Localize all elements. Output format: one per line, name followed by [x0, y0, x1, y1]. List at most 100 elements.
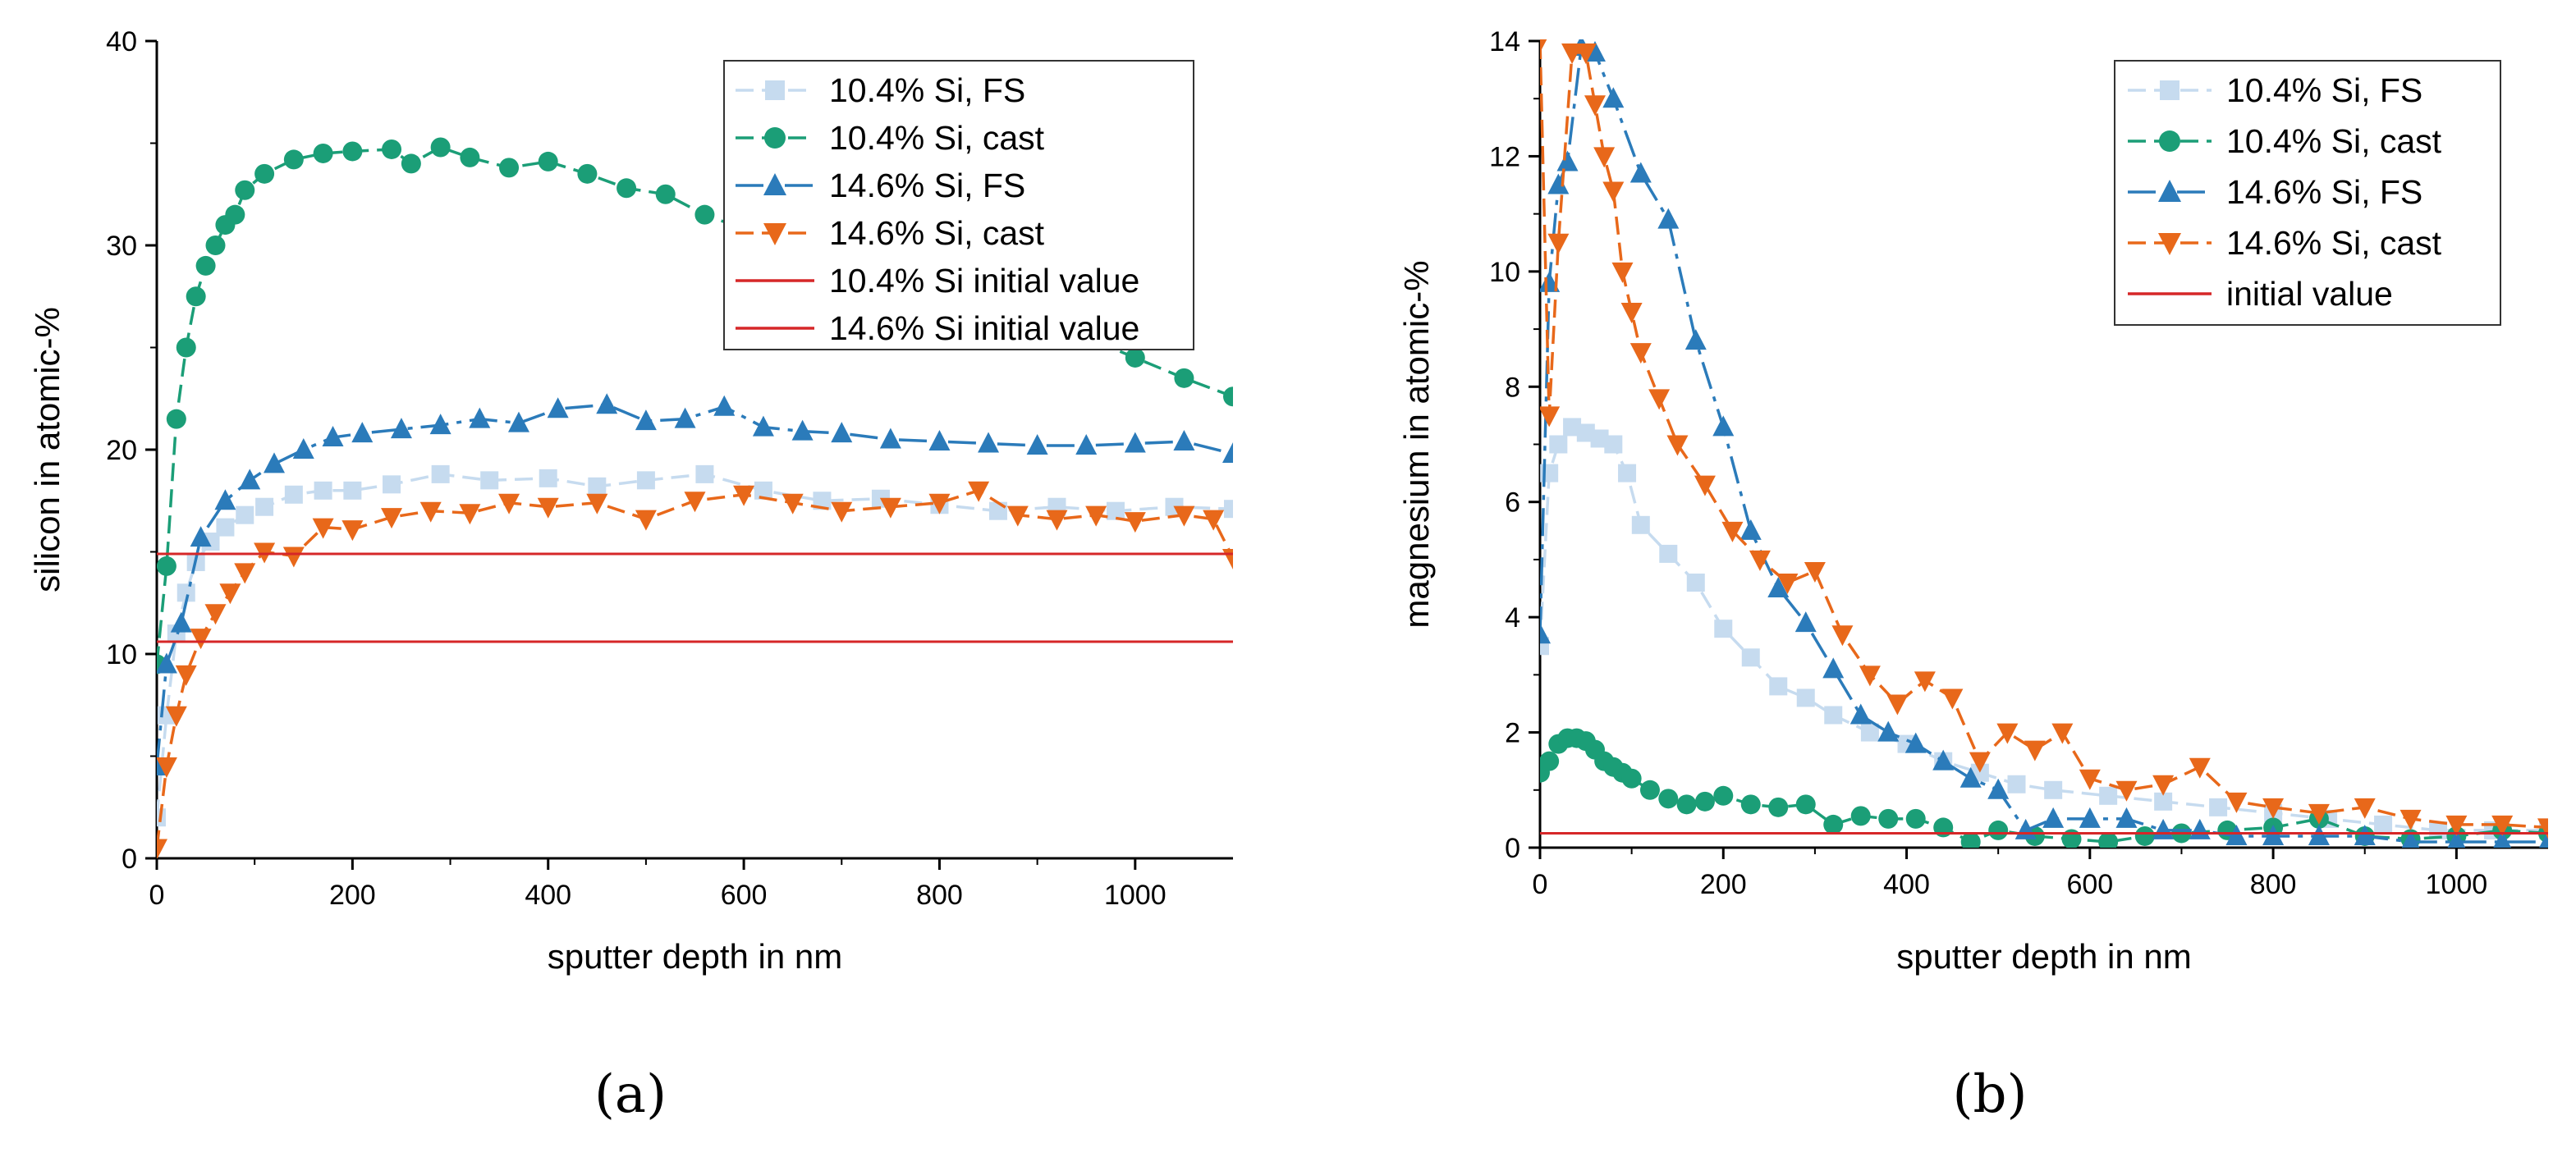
legend: 10.4% Si, FS 10.4% Si, cast 14.6% Si, FS 14…	[2114, 60, 2501, 326]
data-point	[2354, 824, 2376, 845]
data-point	[498, 493, 520, 514]
data-point	[343, 481, 362, 500]
data-point	[431, 464, 450, 483]
y-tick-label: 12	[1489, 141, 1520, 172]
data-point	[2099, 786, 2118, 805]
data-point	[1886, 694, 1909, 716]
data-point	[2225, 824, 2248, 845]
data-point	[1006, 505, 1029, 527]
x-tick-label: 800	[916, 880, 963, 911]
data-point	[1620, 303, 1643, 324]
data-point	[2400, 809, 2422, 830]
data-point	[1563, 418, 1582, 437]
data-point	[2429, 821, 2448, 839]
data-point	[2493, 830, 2512, 848]
data-point	[1540, 623, 1551, 644]
y-tick-label: 2	[1505, 718, 1520, 749]
data-point	[1629, 162, 1652, 183]
data-point	[170, 611, 192, 633]
data-point	[1960, 766, 1982, 788]
data-point	[166, 409, 186, 429]
legend-label: initial value	[2226, 275, 2393, 313]
data-point	[1796, 688, 1815, 707]
data-point	[2051, 723, 2074, 744]
data-point	[2007, 775, 2026, 793]
data-point	[1602, 87, 1625, 108]
data-point	[1540, 39, 1547, 53]
data-point	[2159, 130, 2180, 152]
data-point	[2209, 798, 2228, 816]
data-point	[507, 411, 529, 432]
data-point	[1694, 475, 1716, 496]
data-point	[2308, 803, 2330, 825]
data-point	[1713, 785, 1734, 806]
legend-label: 14.6% Si, FS	[2226, 173, 2422, 211]
series-1	[157, 464, 1233, 827]
data-point	[429, 414, 451, 435]
data-point	[1125, 347, 1145, 368]
data-point	[1712, 415, 1735, 437]
data-point	[195, 255, 216, 276]
data-point	[1658, 789, 1679, 809]
data-point	[1648, 389, 1671, 410]
panel-a-label: (a)	[594, 1064, 667, 1125]
x-axis-label: sputter depth in nm	[1896, 937, 2192, 976]
data-point	[616, 178, 637, 199]
data-point	[351, 422, 374, 443]
legend-label: 10.4% Si, cast	[829, 119, 1045, 157]
data-point	[1540, 751, 1560, 771]
data-point	[928, 430, 951, 451]
y-tick-label: 40	[106, 26, 137, 57]
data-point	[1749, 550, 1771, 571]
x-axis-label: sputter depth in nm	[548, 937, 843, 976]
data-point	[459, 504, 481, 525]
data-point	[1224, 500, 1233, 519]
data-point	[264, 452, 286, 473]
data-point	[236, 505, 254, 524]
data-point	[694, 204, 715, 225]
data-point	[782, 493, 804, 514]
data-point	[2189, 757, 2211, 779]
data-point	[636, 471, 655, 490]
data-point	[684, 492, 706, 513]
data-point	[2189, 818, 2211, 839]
series-4	[157, 481, 1233, 858]
data-point	[460, 147, 480, 167]
data-point	[2308, 824, 2330, 845]
data-point	[234, 563, 256, 584]
data-point	[764, 127, 786, 149]
data-point	[1878, 808, 1899, 829]
x-tick-label: 400	[1883, 869, 1930, 900]
y-tick-label: 14	[1489, 26, 1520, 57]
data-point	[2539, 830, 2548, 848]
data-point	[1124, 512, 1146, 533]
panel-a-chart: 0 200 400 600 800 1000 0 10 20 30 40 sputter depth …	[28, 26, 1233, 976]
data-point	[1905, 808, 1926, 829]
data-point	[2134, 825, 2155, 846]
data-point	[1659, 544, 1678, 563]
x-tick-label: 600	[721, 880, 768, 911]
data-point	[879, 497, 901, 519]
data-point	[205, 236, 226, 255]
data-point	[1904, 732, 1927, 753]
data-point	[1576, 423, 1595, 442]
data-point	[480, 471, 499, 490]
data-point	[586, 493, 608, 514]
data-point	[596, 393, 618, 414]
data-point	[2098, 831, 2119, 848]
data-point	[1684, 329, 1707, 350]
data-point	[577, 163, 598, 184]
data-point	[342, 141, 363, 162]
data-point	[2401, 830, 2420, 848]
legend-label: 10.4% Si, FS	[829, 71, 1025, 109]
x-tick-label: 600	[2066, 869, 2113, 900]
data-point	[1075, 434, 1098, 455]
data-point	[752, 415, 774, 437]
data-point	[695, 464, 714, 483]
data-point	[1769, 677, 1788, 696]
series-4	[1540, 39, 2548, 839]
x-tick-label: 200	[329, 880, 376, 911]
series-line	[1540, 425, 2548, 832]
data-point	[635, 409, 657, 431]
y-tick-label: 6	[1505, 487, 1520, 519]
